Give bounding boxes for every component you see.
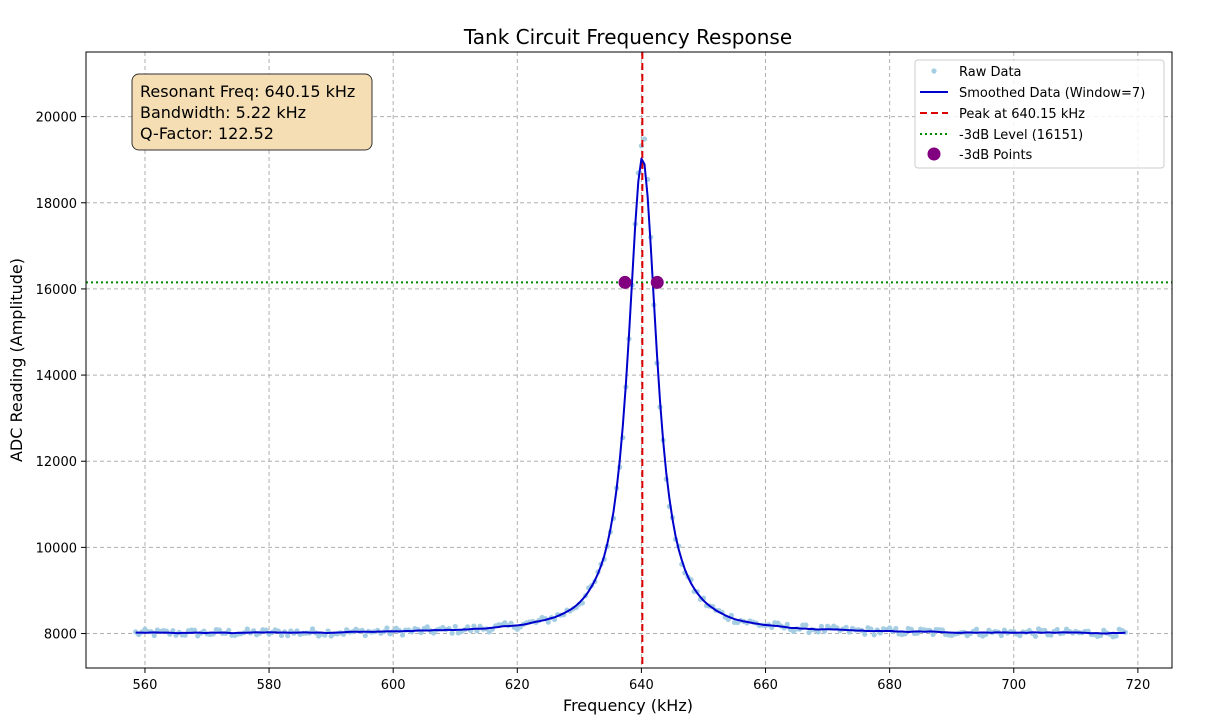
- legend-raw-label: Raw Data: [959, 65, 1022, 80]
- smoothed-data-line: [135, 157, 1126, 635]
- legend-smoothed-label: Smoothed Data (Window=7): [959, 86, 1145, 101]
- raw-data-point: [973, 626, 980, 632]
- raw-data-point: [1017, 633, 1023, 639]
- legend-peak-label: Peak at 640.15 kHz: [959, 107, 1085, 122]
- raw-data-point: [818, 623, 824, 629]
- raw-data-point: [843, 624, 849, 630]
- reference-lines: [86, 52, 1172, 668]
- raw-data-point: [887, 625, 893, 631]
- raw-data-point: [424, 624, 430, 630]
- y-tick-label: 20000: [36, 111, 77, 126]
- raw-data-point: [449, 630, 455, 636]
- raw-data-point: [893, 625, 899, 632]
- raw-data-point: [192, 627, 198, 633]
- x-tick-label: 600: [381, 678, 406, 693]
- raw-data-point: [545, 619, 551, 625]
- legend-points-marker: [927, 147, 941, 161]
- y-tick-label: 10000: [36, 541, 77, 556]
- x-tick-label: 660: [753, 678, 778, 693]
- plot-frame: [85, 51, 1173, 669]
- legend-frame: [914, 59, 1165, 169]
- info-box-frame: [131, 73, 373, 151]
- y-tick-label: 12000: [36, 455, 77, 470]
- raw-data-point: [226, 627, 232, 633]
- smoothed-data-series: [135, 157, 1126, 635]
- legend-raw-marker: [931, 68, 937, 74]
- raw-data-point: [452, 623, 458, 630]
- info-q-factor: Q-Factor: 122.52: [140, 124, 274, 143]
- x-axis-title: Frequency (kHz): [563, 696, 693, 715]
- raw-data-point: [362, 632, 368, 639]
- raw-data-point: [930, 631, 936, 637]
- raw-data-point: [862, 631, 868, 637]
- y-axis-title: ADC Reading (Amplitude): [7, 258, 26, 462]
- y-tick-label: 16000: [36, 283, 77, 298]
- x-tick-label: 560: [133, 678, 158, 693]
- y-tick-label: 8000: [44, 628, 77, 643]
- x-tick-label: 640: [629, 678, 654, 693]
- minus3db-points-series: [618, 275, 664, 289]
- chart-title: Tank Circuit Frequency Response: [463, 25, 792, 49]
- raw-data-point: [285, 633, 291, 639]
- raw-data-point: [803, 622, 809, 628]
- legend-points-label: -3dB Points: [959, 148, 1033, 163]
- raw-data-point: [508, 620, 514, 626]
- raw-data-point: [1048, 632, 1054, 638]
- raw-data-point: [151, 632, 157, 639]
- x-tick-label: 700: [1001, 678, 1026, 693]
- x-axis-ticks: 560 580 600 620 640 660 680 700 720: [133, 668, 1150, 693]
- raw-data-point: [1113, 633, 1119, 639]
- raw-data-point: [278, 632, 285, 639]
- y-axis-ticks: 8000 10000 12000 14000 16000 18000 20000: [36, 111, 86, 643]
- minus3db-point: [618, 275, 632, 289]
- info-resonant-frequency: Resonant Freq: 640.15 kHz: [140, 82, 355, 101]
- raw-data-point: [309, 626, 316, 632]
- raw-data-point: [384, 625, 390, 631]
- raw-data-point: [244, 626, 250, 632]
- info-bandwidth: Bandwidth: 5.22 kHz: [140, 103, 306, 122]
- y-tick-label: 18000: [36, 197, 77, 212]
- legend: Raw Data Smoothed Data (Window=7) Peak a…: [914, 59, 1165, 169]
- x-tick-label: 620: [505, 678, 530, 693]
- x-tick-label: 580: [257, 678, 282, 693]
- raw-data-point: [815, 629, 821, 635]
- raw-data-point: [1032, 633, 1039, 639]
- raw-data-point: [1054, 626, 1060, 633]
- x-tick-label: 680: [877, 678, 902, 693]
- info-box: Resonant Freq: 640.15 kHz Bandwidth: 5.2…: [131, 73, 373, 151]
- x-tick-label: 720: [1125, 678, 1150, 693]
- raw-data-point: [784, 621, 790, 627]
- raw-data-point: [399, 632, 406, 638]
- raw-data-point: [998, 632, 1004, 639]
- raw-data-point: [465, 624, 471, 630]
- raw-data-point: [471, 623, 477, 629]
- minus3db-point: [650, 275, 664, 289]
- raw-data-point: [871, 632, 877, 638]
- raw-data-point: [216, 627, 223, 633]
- raw-data-point: [182, 632, 188, 638]
- y-tick-label: 14000: [36, 369, 77, 384]
- legend-level-label: -3dB Level (16151): [959, 128, 1083, 143]
